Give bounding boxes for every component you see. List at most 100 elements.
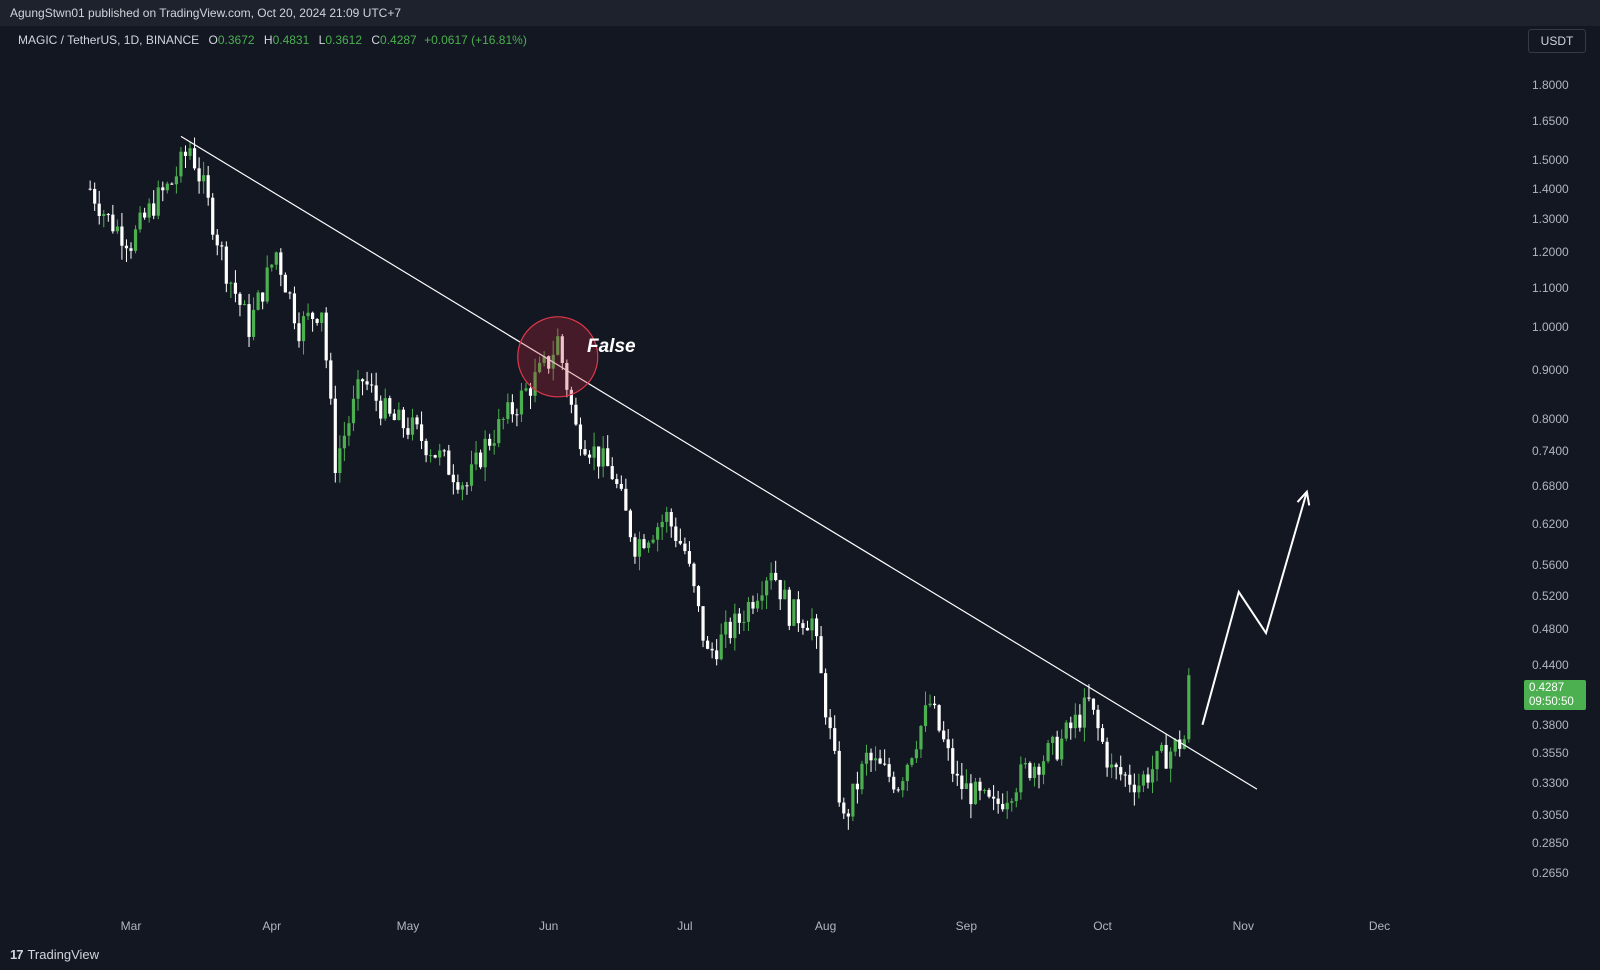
high-label: H <box>263 33 273 47</box>
candle-body <box>1096 709 1100 729</box>
candle-body <box>97 203 101 217</box>
time-axis-label: Jun <box>538 919 559 933</box>
price-axis-label: 1.2000 <box>1532 245 1569 260</box>
price-axis[interactable]: 1.8000 1.6500 1.5000 1.4000 1.3000 1.2000 1.10… <box>1518 56 1600 916</box>
candle-body <box>211 197 215 235</box>
candle-body <box>646 542 651 549</box>
candle-body <box>274 252 278 265</box>
time-axis[interactable]: Mar Apr May Jun Jul Aug Sep Oct Nov Dec <box>10 916 1518 938</box>
candle-body <box>301 316 306 342</box>
open-label: O <box>208 33 218 47</box>
candle-body <box>846 813 850 817</box>
candle-body <box>120 226 124 246</box>
candle-body <box>288 292 292 294</box>
candle-body <box>951 748 955 774</box>
candle-body <box>242 304 247 306</box>
candle-body <box>1178 739 1182 749</box>
candle-body <box>778 580 782 600</box>
candle-body <box>306 312 310 317</box>
last-price-badge: 0.4287 09:50:50 <box>1524 680 1586 710</box>
candle-body <box>406 428 410 435</box>
candle-body <box>1119 767 1123 775</box>
candle-body <box>683 543 687 552</box>
candle-body <box>456 482 460 490</box>
candle-body <box>1051 736 1055 743</box>
candle-body <box>401 409 405 429</box>
candle-body <box>978 781 982 791</box>
trendline <box>180 135 1258 790</box>
candle-body <box>774 572 778 581</box>
open-value: 0.3672 <box>217 33 255 47</box>
low-value: 0.3612 <box>325 33 363 47</box>
candle-body <box>351 398 356 424</box>
candle-body <box>724 621 728 635</box>
candle-body <box>1064 722 1068 739</box>
candle-body <box>342 435 346 449</box>
candle-body <box>1014 792 1018 802</box>
candle-body <box>111 214 115 232</box>
candle-body <box>864 752 869 764</box>
candle-body <box>488 438 492 446</box>
candle-body <box>1187 675 1191 740</box>
candle-body <box>370 384 374 386</box>
price-axis-label: 1.4000 <box>1532 181 1569 196</box>
chart-area[interactable] <box>10 26 1600 938</box>
candle-body <box>1087 697 1091 699</box>
candle-body <box>206 175 210 198</box>
time-axis-label: Dec <box>1368 919 1391 933</box>
candle-body <box>814 618 819 637</box>
candle-body <box>320 312 324 323</box>
last-price-countdown: 09:50:50 <box>1529 696 1574 708</box>
candle-body <box>660 521 664 528</box>
candle-body <box>256 292 260 310</box>
candle-body <box>1132 784 1136 793</box>
candle-body <box>415 417 419 425</box>
candle-body <box>955 773 959 776</box>
candle-body <box>1069 722 1073 729</box>
candle-body <box>161 187 165 191</box>
candle-body <box>601 448 605 467</box>
candle-body <box>1005 802 1009 810</box>
candle-body <box>1128 774 1132 785</box>
candle-body <box>878 758 882 764</box>
candle-body <box>606 448 610 467</box>
candle-body <box>928 703 932 706</box>
false-breakout-circle <box>517 316 599 398</box>
published-header: AgungStwn01 published on TradingView.com… <box>0 0 1600 26</box>
candle-body <box>1046 742 1050 762</box>
candle-body <box>665 512 669 522</box>
price-axis-label: 1.3000 <box>1532 212 1569 227</box>
candle-body <box>624 488 628 511</box>
false-annotation-label: False <box>587 336 636 357</box>
candle-body <box>1082 697 1086 728</box>
candle-body <box>873 758 878 761</box>
candle-body <box>501 419 505 421</box>
candle-body <box>138 212 142 230</box>
tradingview-logo-icon[interactable]: 17 <box>10 946 24 962</box>
candle-body <box>397 409 401 421</box>
candle-body <box>869 752 873 761</box>
candle-body <box>896 789 900 791</box>
time-axis-label: Apr <box>262 919 282 933</box>
candle-body <box>1105 741 1109 768</box>
candle-body <box>833 728 837 751</box>
candle-body <box>283 274 287 293</box>
tradingview-brand[interactable]: TradingView <box>27 946 100 962</box>
candle-body <box>633 537 637 557</box>
candle-body <box>642 539 646 549</box>
candle-body <box>156 187 160 216</box>
time-axis-label: May <box>396 919 420 933</box>
candle-body <box>233 282 238 294</box>
candle-body <box>692 563 696 587</box>
candle-body <box>469 464 474 486</box>
candle-body <box>251 309 256 337</box>
time-axis-label: Aug <box>814 919 837 933</box>
candle-body <box>510 402 514 415</box>
close-value: 0.4287 <box>380 33 417 47</box>
candle-body <box>569 389 573 405</box>
candle-body <box>365 381 369 385</box>
candle-body <box>424 440 428 456</box>
candle-body <box>855 783 859 790</box>
currency-button[interactable]: USDT <box>1528 29 1586 53</box>
